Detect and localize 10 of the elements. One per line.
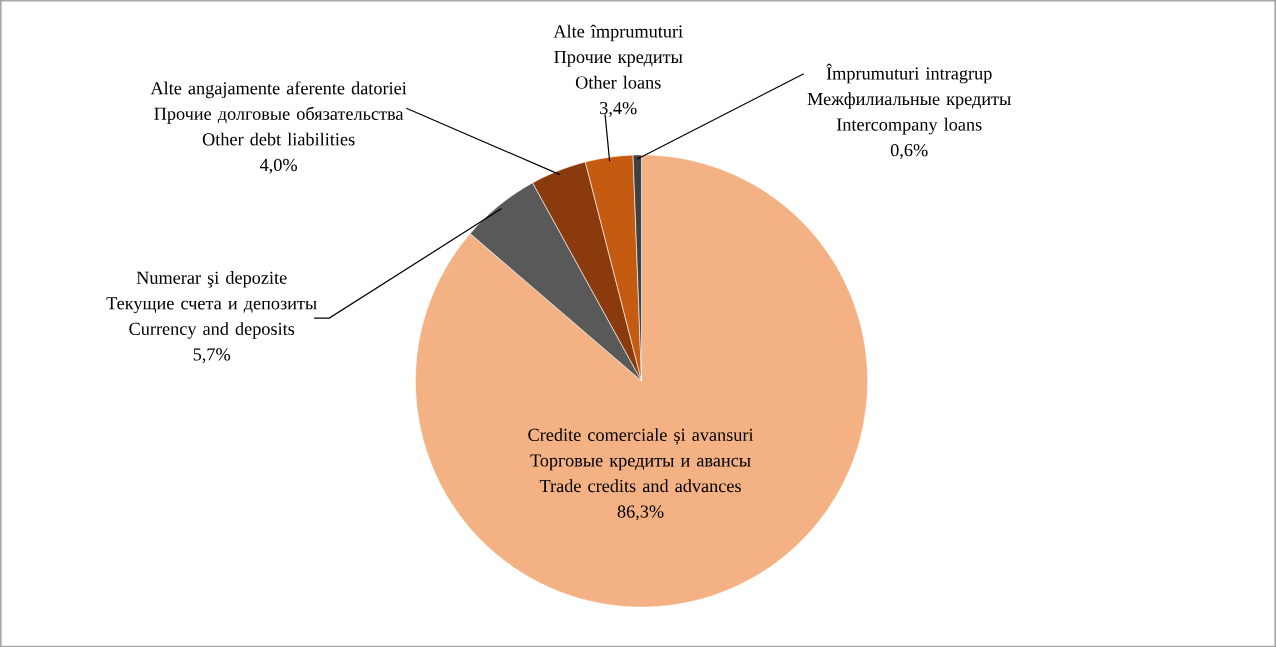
data-label: 86,3% <box>617 505 664 521</box>
data-label: 4,0% <box>259 158 298 174</box>
slice-label: Împrumuturi intragrup Межфилиальные кредиты Intercompany loans <box>807 63 1011 135</box>
slice-label: Alte împrumuturi Прочие кредиты Other loans <box>553 24 683 89</box>
slice-label: Numerar şi depozite Текущие счета и депозиты Currency and deposits <box>106 270 317 339</box>
data-label: 0,6% <box>890 143 928 159</box>
slice-label: Alte angajamente aferente datoriei Прочие долговые обязательства Other debt liabilities <box>150 81 407 146</box>
slice-label: Credite comerciale și avansuri Торговые кредиты и авансы Trade credits and advances <box>528 428 754 492</box>
data-label: 3,4% <box>600 101 637 117</box>
data-label: 5,7% <box>193 348 231 363</box>
